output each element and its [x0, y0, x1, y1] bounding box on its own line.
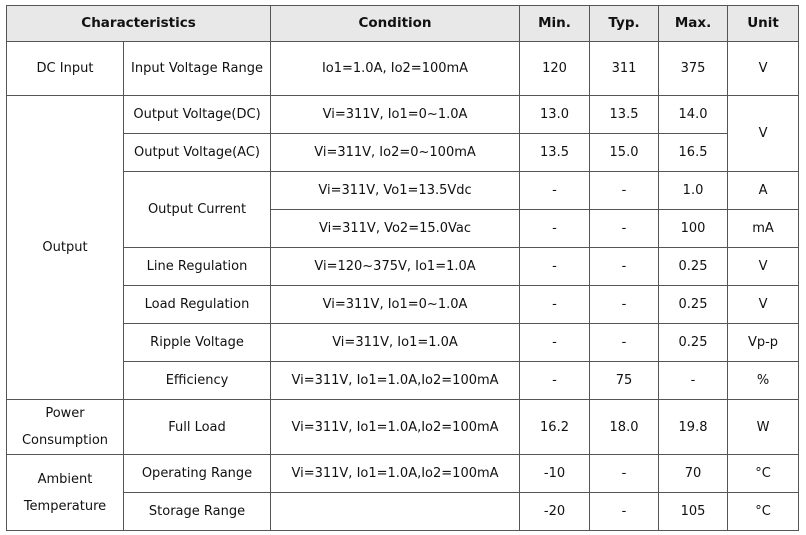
unit-ripple-voltage: Vp-p	[727, 323, 800, 362]
max-ripple-voltage: 0.25	[658, 323, 729, 362]
typ-full-load: 18.0	[589, 399, 660, 455]
param-output-current: Output Current	[122, 171, 272, 248]
min-efficiency: -	[519, 361, 591, 400]
table-row: Power Consumption Full Load Vi=311V, Io1…	[6, 399, 800, 455]
cond-load-regulation: Vi=311V, Io1=0~1.0A	[270, 285, 521, 324]
max-output-current-1: 1.0	[658, 171, 729, 210]
group-output: Output	[6, 95, 124, 400]
unit-full-load: W	[727, 399, 800, 455]
max-output-current-2: 100	[658, 209, 729, 248]
group-ambient-temperature: Ambient Temperature	[6, 454, 124, 531]
table-row: Vi=311V, Vo2=15.0Vac - - 100 mA	[7, 209, 800, 248]
header-characteristics: Characteristics	[5, 5, 272, 42]
max-output-voltage-ac: 16.5	[658, 133, 729, 172]
table-row: Output Current Vi=311V, Vo1=13.5Vdc - - …	[7, 171, 800, 248]
cond-efficiency: Vi=311V, Io1=1.0A,Io2=100mA	[270, 361, 521, 400]
unit-line-regulation: V	[727, 247, 800, 286]
param-efficiency: Efficiency	[122, 361, 272, 400]
max-operating-range: 70	[658, 454, 729, 493]
unit-storage-range: °C	[727, 492, 800, 531]
min-load-regulation: -	[519, 285, 591, 324]
table-row: Output Output Voltage(DC) Vi=311V, Io1=0…	[6, 95, 800, 400]
min-full-load: 16.2	[519, 399, 591, 455]
max-input-voltage: 375	[658, 41, 729, 96]
typ-load-regulation: -	[589, 285, 660, 324]
typ-output-voltage-dc: 13.5	[589, 95, 660, 134]
group-dc-input: DC Input	[6, 41, 124, 96]
typ-output-current-1: -	[589, 171, 660, 210]
param-full-load: Full Load	[122, 399, 272, 455]
min-output-current-2: -	[519, 209, 591, 248]
param-line-regulation: Line Regulation	[122, 247, 272, 286]
param-load-regulation: Load Regulation	[122, 285, 272, 324]
cond-full-load: Vi=311V, Io1=1.0A,Io2=100mA	[270, 399, 521, 455]
unit-output-current-2: mA	[727, 209, 800, 248]
table-row: Ripple Voltage Vi=311V, Io1=1.0A - - 0.2…	[7, 323, 800, 362]
cond-operating-range: Vi=311V, Io1=1.0A,Io2=100mA	[270, 454, 521, 493]
typ-storage-range: -	[589, 492, 660, 531]
unit-input-voltage: V	[727, 41, 800, 96]
header-min: Min.	[519, 5, 591, 42]
min-output-voltage-ac: 13.5	[519, 133, 591, 172]
table-row: Line Regulation Vi=120~375V, Io1=1.0A - …	[7, 247, 800, 286]
typ-output-current-2: -	[589, 209, 660, 248]
param-storage-range: Storage Range	[122, 492, 272, 531]
param-input-voltage: Input Voltage Range	[122, 41, 272, 96]
typ-operating-range: -	[589, 454, 660, 493]
table-row: Load Regulation Vi=311V, Io1=0~1.0A - - …	[7, 285, 800, 324]
max-efficiency: -	[658, 361, 729, 400]
cond-output-current-2: Vi=311V, Vo2=15.0Vac	[270, 209, 521, 248]
min-operating-range: -10	[519, 454, 591, 493]
param-output-voltage-ac: Output Voltage(AC)	[122, 133, 272, 172]
min-input-voltage: 120	[519, 41, 591, 96]
cond-input-voltage: Io1=1.0A, Io2=100mA	[270, 41, 521, 96]
cond-line-regulation: Vi=120~375V, Io1=1.0A	[270, 247, 521, 286]
unit-output-current-1: A	[727, 171, 800, 210]
table-row: Storage Range -20 - 105 °C	[7, 492, 800, 531]
min-line-regulation: -	[519, 247, 591, 286]
table-row: Ambient Temperature Operating Range Vi=3…	[6, 454, 800, 531]
header-typ: Typ.	[589, 5, 660, 42]
unit-efficiency: %	[727, 361, 800, 400]
table-row: DC Input Input Voltage Range Io1=1.0A, I…	[6, 41, 800, 96]
header-condition: Condition	[270, 5, 521, 42]
param-output-voltage-dc: Output Voltage(DC)	[122, 95, 272, 134]
table-row: Output Voltage(AC) Vi=311V, Io2=0~100mA …	[7, 133, 799, 172]
typ-output-voltage-ac: 15.0	[589, 133, 660, 172]
typ-input-voltage: 311	[589, 41, 660, 96]
unit-load-regulation: V	[727, 285, 800, 324]
min-output-current-1: -	[519, 171, 591, 210]
max-full-load: 19.8	[658, 399, 729, 455]
spec-table: Characteristics Condition Min. Typ. Max.…	[5, 5, 800, 531]
group-power-consumption: Power Consumption	[6, 399, 124, 455]
header-unit: Unit	[727, 5, 800, 42]
cond-output-current-1: Vi=311V, Vo1=13.5Vdc	[270, 171, 521, 210]
max-load-regulation: 0.25	[658, 285, 729, 324]
typ-efficiency: 75	[589, 361, 660, 400]
max-line-regulation: 0.25	[658, 247, 729, 286]
param-operating-range: Operating Range	[122, 454, 272, 493]
cond-output-voltage-ac: Vi=311V, Io2=0~100mA	[270, 133, 521, 172]
min-ripple-voltage: -	[519, 323, 591, 362]
typ-ripple-voltage: -	[589, 323, 660, 362]
max-storage-range: 105	[658, 492, 729, 531]
cond-storage-range	[270, 492, 521, 531]
cond-ripple-voltage: Vi=311V, Io1=1.0A	[270, 323, 521, 362]
min-storage-range: -20	[519, 492, 591, 531]
param-ripple-voltage: Ripple Voltage	[122, 323, 272, 362]
typ-line-regulation: -	[589, 247, 660, 286]
header-row: Characteristics Condition Min. Typ. Max.…	[5, 5, 800, 42]
max-output-voltage-dc: 14.0	[658, 95, 729, 134]
unit-output-voltage: V	[727, 95, 800, 172]
cond-output-voltage-dc: Vi=311V, Io1=0~1.0A	[270, 95, 521, 134]
min-output-voltage-dc: 13.0	[519, 95, 591, 134]
header-max: Max.	[658, 5, 729, 42]
table-row: Efficiency Vi=311V, Io1=1.0A,Io2=100mA -…	[7, 361, 800, 400]
unit-operating-range: °C	[727, 454, 800, 493]
